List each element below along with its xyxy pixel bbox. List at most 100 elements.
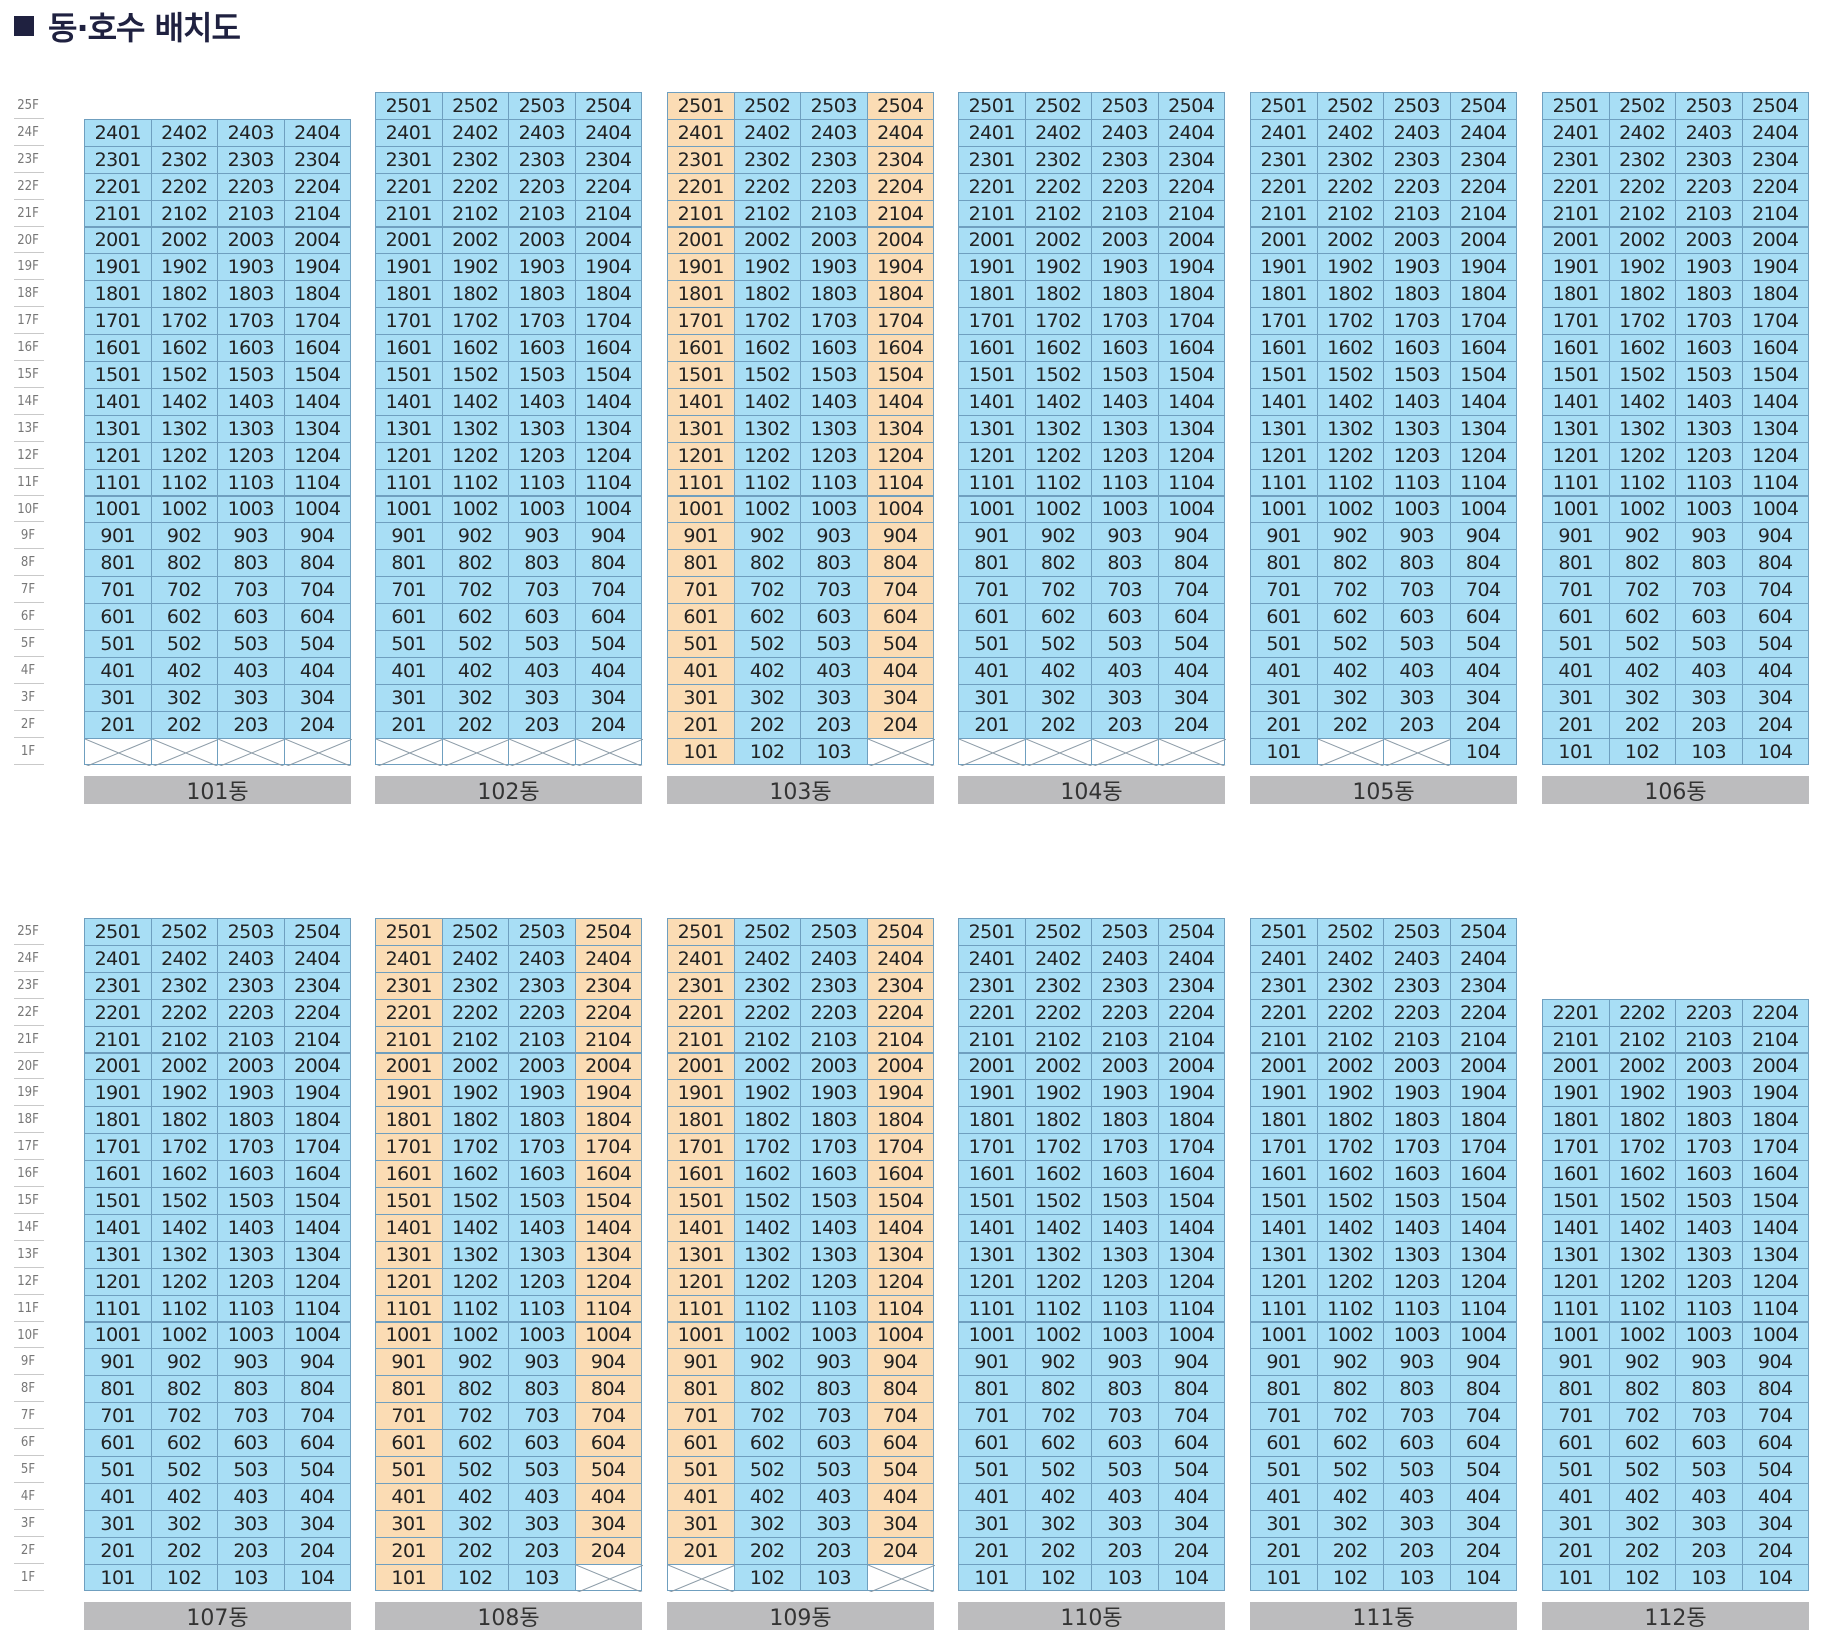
unit-cell[interactable]: 1503: [800, 361, 868, 389]
unit-cell[interactable]: 1401: [958, 387, 1026, 416]
unit-cell[interactable]: 203: [1091, 710, 1159, 739]
unit-cell[interactable]: 1703: [217, 1133, 285, 1162]
unit-cell[interactable]: 1002: [1608, 495, 1676, 524]
unit-cell[interactable]: 501: [1250, 630, 1318, 658]
unit-cell[interactable]: 1104: [574, 468, 642, 497]
unit-cell[interactable]: 702: [1608, 576, 1676, 605]
unit-cell[interactable]: 2202: [1316, 172, 1384, 201]
unit-cell[interactable]: 2202: [1608, 998, 1676, 1027]
unit-cell[interactable]: 604: [866, 1429, 934, 1457]
unit-cell[interactable]: 402: [1316, 656, 1384, 685]
unit-cell[interactable]: 1803: [1675, 280, 1743, 309]
unit-cell[interactable]: 203: [217, 1536, 285, 1565]
unit-cell[interactable]: 2203: [508, 998, 576, 1027]
unit-cell[interactable]: 201: [375, 1536, 443, 1565]
unit-cell[interactable]: 1004: [574, 495, 642, 524]
unit-cell[interactable]: 1402: [1608, 387, 1676, 416]
unit-cell[interactable]: 1802: [1316, 280, 1384, 309]
unit-cell[interactable]: 802: [1024, 549, 1092, 578]
unit-cell[interactable]: 603: [217, 1429, 285, 1457]
unit-cell[interactable]: 902: [733, 1348, 801, 1377]
unit-cell[interactable]: 1302: [1608, 414, 1676, 443]
unit-cell[interactable]: 603: [1675, 1429, 1743, 1457]
unit-cell[interactable]: 101: [1542, 1563, 1610, 1592]
unit-cell[interactable]: 1502: [150, 361, 218, 389]
unit-cell[interactable]: 1103: [1675, 468, 1743, 497]
unit-cell[interactable]: 2004: [1157, 1052, 1225, 1081]
unit-cell[interactable]: 2403: [1091, 944, 1159, 973]
unit-cell[interactable]: 1703: [1091, 307, 1159, 336]
unit-cell[interactable]: 201: [1250, 1536, 1318, 1565]
unit-cell[interactable]: 1904: [866, 1079, 934, 1108]
unit-cell[interactable]: 2002: [441, 226, 509, 255]
unit-cell[interactable]: 503: [1675, 630, 1743, 658]
unit-cell[interactable]: 1201: [1250, 441, 1318, 470]
unit-cell[interactable]: 1201: [958, 441, 1026, 470]
unit-cell[interactable]: 2102: [1608, 199, 1676, 228]
unit-cell[interactable]: 1403: [1675, 387, 1743, 416]
unit-cell[interactable]: 2004: [283, 226, 351, 255]
unit-cell[interactable]: 102: [1608, 737, 1676, 766]
unit-cell[interactable]: 2003: [508, 226, 576, 255]
unit-cell[interactable]: 1604: [283, 1160, 351, 1188]
unit-cell[interactable]: 1703: [1383, 307, 1451, 336]
unit-cell[interactable]: 1103: [1675, 1294, 1743, 1323]
unit-cell[interactable]: 2103: [1383, 199, 1451, 228]
unit-cell[interactable]: 1701: [84, 307, 152, 336]
unit-cell[interactable]: 1103: [1091, 1294, 1159, 1323]
unit-cell[interactable]: 701: [667, 1402, 735, 1431]
unit-cell[interactable]: 601: [1542, 1429, 1610, 1457]
unit-cell[interactable]: 404: [1449, 1482, 1517, 1511]
unit-cell[interactable]: 2002: [733, 226, 801, 255]
unit-cell[interactable]: 2001: [1542, 1052, 1610, 1081]
unit-cell[interactable]: 302: [1024, 1509, 1092, 1538]
unit-cell[interactable]: 1803: [1091, 1106, 1159, 1135]
unit-cell[interactable]: 2501: [1250, 92, 1318, 120]
unit-cell[interactable]: 2503: [800, 918, 868, 946]
unit-cell[interactable]: 804: [283, 1375, 351, 1404]
unit-cell[interactable]: 1804: [1157, 280, 1225, 309]
unit-cell[interactable]: 2103: [1675, 1025, 1743, 1054]
unit-cell[interactable]: 1003: [1675, 1321, 1743, 1350]
unit-cell[interactable]: 704: [866, 576, 934, 605]
unit-cell[interactable]: 1904: [1449, 253, 1517, 282]
unit-cell[interactable]: 402: [150, 1482, 218, 1511]
unit-cell[interactable]: 804: [574, 1375, 642, 1404]
unit-cell[interactable]: 1004: [866, 1321, 934, 1350]
unit-cell[interactable]: 2002: [1608, 226, 1676, 255]
unit-cell[interactable]: 1903: [1091, 1079, 1159, 1108]
unit-cell[interactable]: 1901: [1542, 1079, 1610, 1108]
unit-cell[interactable]: 1601: [1250, 334, 1318, 362]
unit-cell[interactable]: 2202: [733, 172, 801, 201]
unit-cell[interactable]: 204: [1449, 710, 1517, 739]
unit-cell[interactable]: 1102: [1316, 1294, 1384, 1323]
unit-cell[interactable]: 303: [800, 1509, 868, 1538]
unit-cell[interactable]: 501: [1542, 630, 1610, 658]
unit-cell[interactable]: 602: [1608, 1429, 1676, 1457]
unit-cell[interactable]: 304: [1157, 683, 1225, 712]
unit-cell[interactable]: 404: [1449, 656, 1517, 685]
unit-cell[interactable]: 2301: [84, 971, 152, 1000]
unit-cell[interactable]: 2202: [150, 172, 218, 201]
unit-cell[interactable]: 704: [1449, 576, 1517, 605]
unit-cell[interactable]: 2301: [375, 971, 443, 1000]
unit-cell[interactable]: 2002: [150, 1052, 218, 1081]
unit-cell[interactable]: 1801: [1542, 280, 1610, 309]
unit-cell[interactable]: 1702: [1608, 307, 1676, 336]
unit-cell[interactable]: 702: [441, 576, 509, 605]
unit-cell[interactable]: 2201: [667, 998, 735, 1027]
unit-cell[interactable]: 201: [375, 710, 443, 739]
unit-cell[interactable]: 2404: [866, 944, 934, 973]
unit-cell[interactable]: 1901: [1250, 253, 1318, 282]
unit-cell[interactable]: 1404: [1449, 387, 1517, 416]
unit-cell[interactable]: 402: [733, 1482, 801, 1511]
unit-cell[interactable]: 2303: [1383, 145, 1451, 174]
unit-cell[interactable]: 2203: [1383, 172, 1451, 201]
unit-cell[interactable]: 603: [1091, 603, 1159, 631]
unit-cell[interactable]: 1902: [733, 1079, 801, 1108]
unit-cell[interactable]: 701: [1250, 1402, 1318, 1431]
unit-cell[interactable]: 2001: [1250, 1052, 1318, 1081]
unit-cell[interactable]: 1903: [800, 1079, 868, 1108]
unit-cell[interactable]: 501: [958, 630, 1026, 658]
unit-cell[interactable]: 704: [1157, 1402, 1225, 1431]
